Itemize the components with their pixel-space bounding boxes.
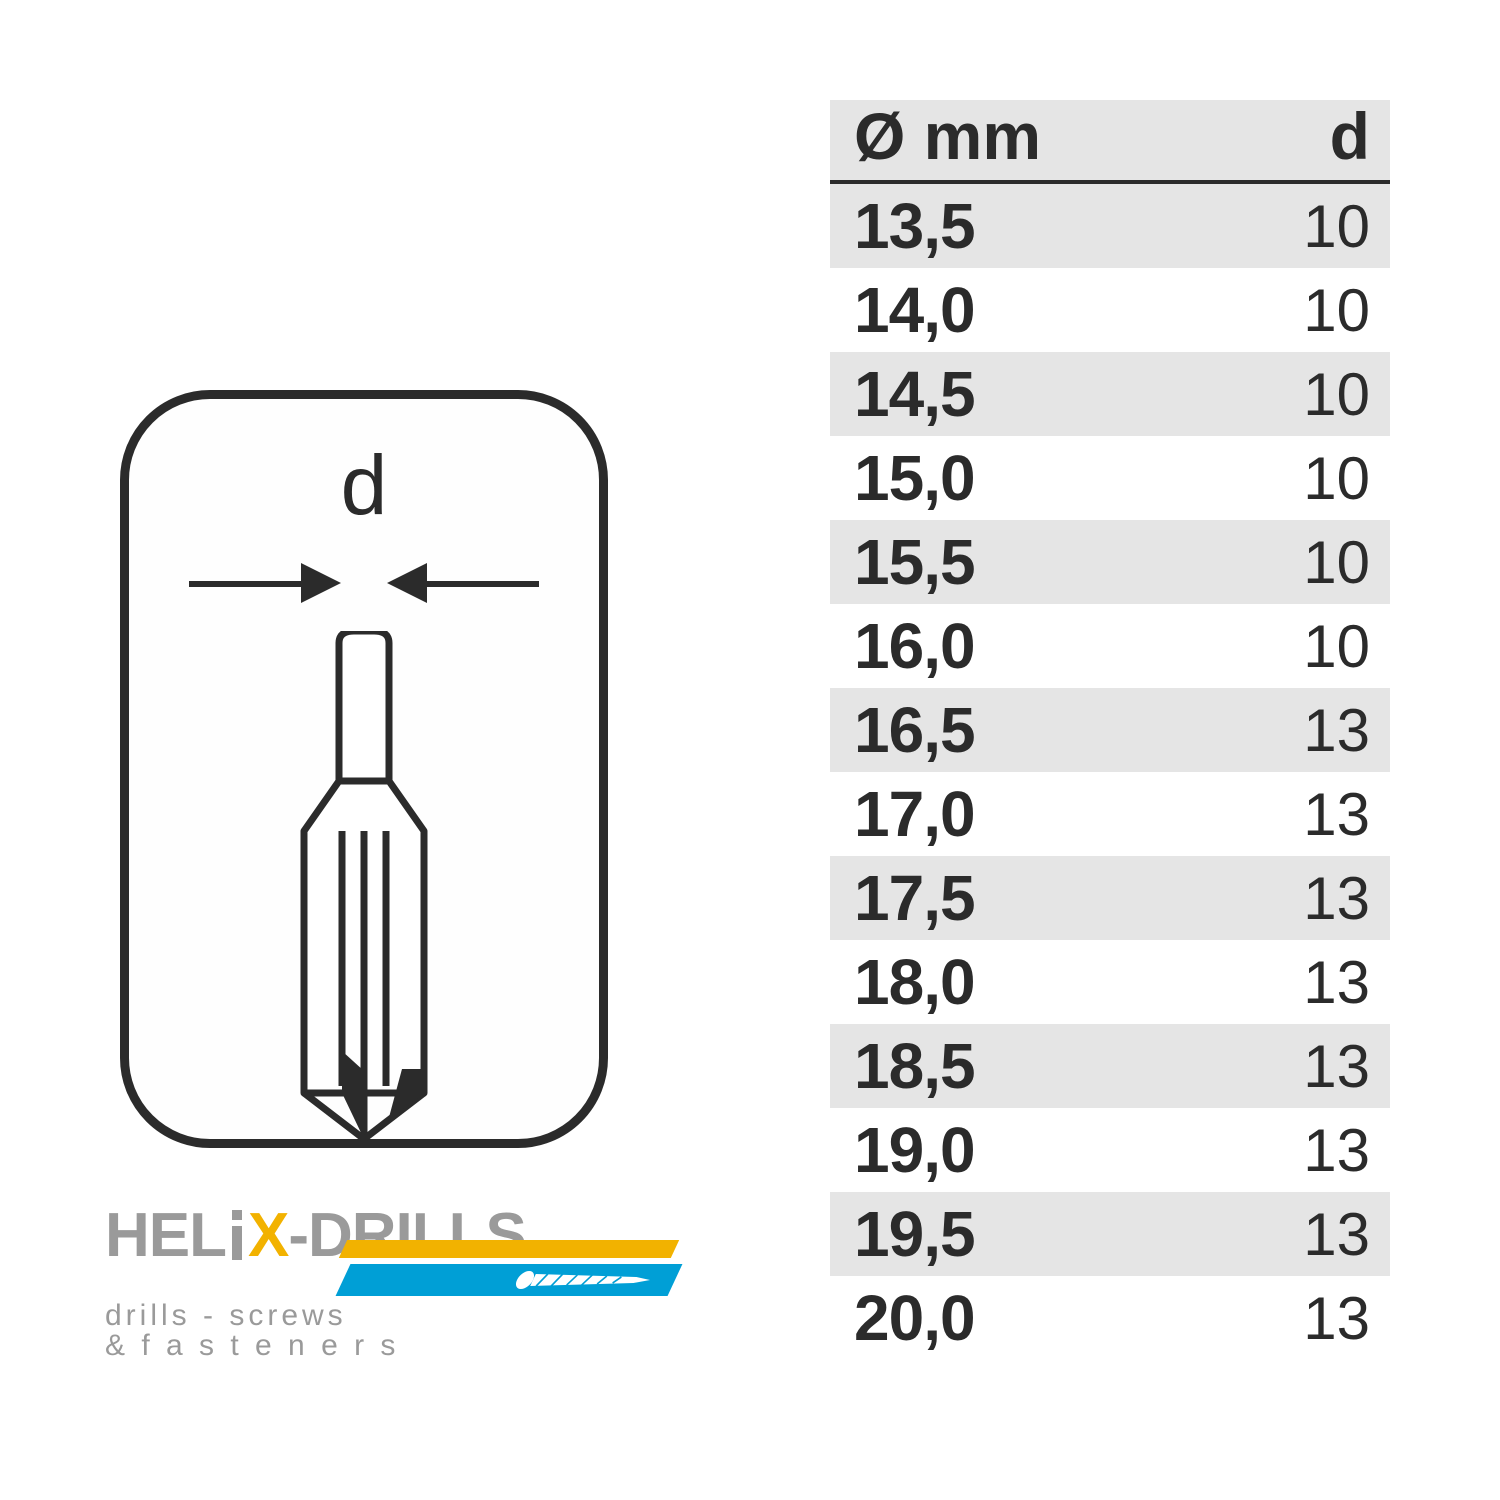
cell-shank: 13 xyxy=(1230,1200,1370,1269)
cell-shank: 10 xyxy=(1230,528,1370,597)
cell-shank: 13 xyxy=(1230,948,1370,1017)
table-row: 19,013 xyxy=(830,1108,1390,1192)
col-header-diameter: Ø mm xyxy=(854,98,1230,174)
cell-diameter: 13,5 xyxy=(854,189,1230,263)
cell-shank: 13 xyxy=(1230,1284,1370,1353)
logo-part1: HEL xyxy=(105,1201,226,1270)
cell-shank: 10 xyxy=(1230,276,1370,345)
table-row: 15,510 xyxy=(830,520,1390,604)
logo-subtitle-2: & f a s t e n e r s xyxy=(105,1329,675,1363)
page: d xyxy=(0,0,1500,1500)
diagram-label: d xyxy=(129,437,599,534)
logo-bar-blue xyxy=(336,1264,683,1296)
shank-diagram: d xyxy=(120,390,608,1148)
table-row: 14,510 xyxy=(830,352,1390,436)
cell-shank: 10 xyxy=(1230,612,1370,681)
table-row: 18,013 xyxy=(830,940,1390,1024)
cell-shank: 10 xyxy=(1230,444,1370,513)
cell-diameter: 17,5 xyxy=(854,861,1230,935)
table-row: 14,010 xyxy=(830,268,1390,352)
table-body: 13,51014,01014,51015,01015,51016,01016,5… xyxy=(830,184,1390,1360)
cell-diameter: 20,0 xyxy=(854,1281,1230,1355)
table-row: 17,513 xyxy=(830,856,1390,940)
screw-icon xyxy=(510,1270,659,1290)
cell-shank: 10 xyxy=(1230,360,1370,429)
cell-shank: 13 xyxy=(1230,780,1370,849)
table-row: 18,513 xyxy=(830,1024,1390,1108)
cell-diameter: 16,0 xyxy=(854,609,1230,683)
cell-diameter: 14,5 xyxy=(854,357,1230,431)
table-row: 19,513 xyxy=(830,1192,1390,1276)
table-header: Ø mm d xyxy=(830,100,1390,184)
logo-bar-accent xyxy=(339,1240,679,1258)
table-row: 16,010 xyxy=(830,604,1390,688)
table-row: 20,013 xyxy=(830,1276,1390,1360)
cell-shank: 13 xyxy=(1230,1032,1370,1101)
table-row: 13,510 xyxy=(830,184,1390,268)
cell-diameter: 19,5 xyxy=(854,1197,1230,1271)
cell-shank: 13 xyxy=(1230,1116,1370,1185)
cell-diameter: 18,5 xyxy=(854,1029,1230,1103)
cell-shank: 13 xyxy=(1230,864,1370,933)
col-header-shank: d xyxy=(1230,98,1370,174)
logo-subtitle-1: drills - screws xyxy=(105,1299,675,1333)
cell-diameter: 15,5 xyxy=(854,525,1230,599)
drill-bit-icon xyxy=(284,631,444,1141)
size-table: Ø mm d 13,51014,01014,51015,01015,51016,… xyxy=(830,100,1390,1360)
logo-accent: X xyxy=(248,1201,288,1270)
cell-diameter: 17,0 xyxy=(854,777,1230,851)
table-row: 17,013 xyxy=(830,772,1390,856)
table-row: 15,010 xyxy=(830,436,1390,520)
cell-diameter: 14,0 xyxy=(854,273,1230,347)
logo-i xyxy=(226,1200,248,1271)
dimension-arrows xyxy=(189,557,539,607)
table-row: 16,513 xyxy=(830,688,1390,772)
cell-diameter: 19,0 xyxy=(854,1113,1230,1187)
logo-bars xyxy=(343,1240,675,1296)
cell-shank: 13 xyxy=(1230,696,1370,765)
brand-logo: HEL X-DRILLS xyxy=(105,1200,675,1363)
cell-diameter: 15,0 xyxy=(854,441,1230,515)
cell-shank: 10 xyxy=(1230,192,1370,261)
cell-diameter: 18,0 xyxy=(854,945,1230,1019)
cell-diameter: 16,5 xyxy=(854,693,1230,767)
